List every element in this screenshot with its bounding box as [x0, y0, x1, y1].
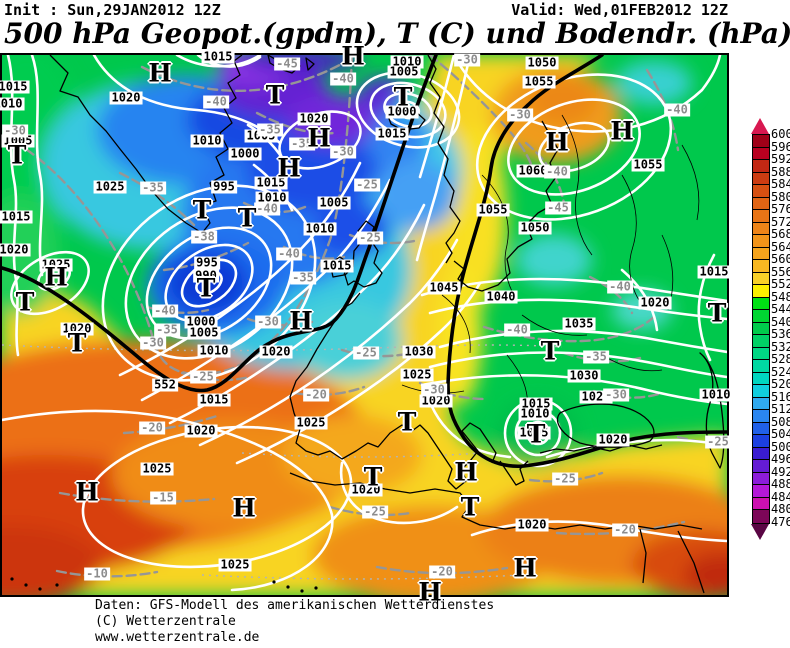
graticule	[2, 344, 563, 580]
legend-tick-label: 508	[771, 414, 790, 429]
legend-tick-label: 568	[771, 227, 790, 241]
legend-cell	[753, 372, 769, 385]
page-title: 500 hPa Geopot.(gpdm), T (C) und Bodendr…	[4, 17, 790, 50]
legend-cell	[753, 410, 769, 423]
legend-tick-label: 496	[771, 452, 790, 466]
map-frame	[0, 53, 729, 597]
legend-tick-label: 584	[771, 177, 790, 191]
legend-arrow-up-icon	[751, 118, 769, 134]
legend-cell	[753, 385, 769, 398]
legend-tick-label: 512	[771, 402, 790, 416]
legend-tick-label: 540	[771, 314, 790, 329]
legend-tick-label: 480	[771, 502, 790, 516]
legend-cell	[753, 297, 769, 310]
legend-cell	[753, 510, 769, 523]
legend-tick-label: 556	[771, 264, 790, 279]
legend-cell	[753, 210, 769, 223]
legend-cell	[753, 135, 769, 148]
legend-tick-label: 528	[771, 352, 790, 366]
legend-tick-label: 484	[771, 489, 790, 504]
legend-cell	[753, 172, 769, 185]
legend-cell	[753, 260, 769, 273]
legend-cells	[752, 134, 770, 524]
legend-tick-label: 548	[771, 289, 790, 304]
weather-map-svg	[2, 55, 727, 595]
color-field	[2, 55, 727, 595]
legend-tick-label: 476	[771, 514, 790, 529]
attribution-copyright: (C) Wetterzentrale	[95, 614, 236, 629]
legend-tick-label: 560	[771, 252, 790, 266]
legend-cell	[753, 185, 769, 198]
legend-tick-label: 592	[771, 152, 790, 166]
legend-cell	[753, 497, 769, 510]
legend-tick-label: 504	[771, 427, 790, 441]
attribution-source: Daten: GFS-Modell des amerikanischen Wet…	[95, 598, 495, 613]
legend-tick-label: 500	[771, 439, 790, 454]
legend-tick-label: 532	[771, 339, 790, 354]
valid-time-label: Valid: Wed,01FEB2012 12Z	[511, 1, 728, 19]
legend-cell	[753, 472, 769, 485]
legend-cell	[753, 285, 769, 298]
legend-cell	[753, 310, 769, 323]
legend-arrow-down-icon	[751, 523, 769, 540]
legend-cell	[753, 347, 769, 360]
legend-cell	[753, 485, 769, 498]
legend-cell	[753, 272, 769, 285]
legend-cell	[753, 322, 769, 335]
legend-cell	[753, 222, 769, 235]
attribution: Daten: GFS-Modell des amerikanischen Wet…	[95, 598, 494, 646]
legend-tick-label: 596	[771, 139, 790, 154]
legend-tick-label: 520	[771, 377, 790, 391]
legend-cell	[753, 460, 769, 473]
legend-cell	[753, 422, 769, 435]
thick-552-contour	[2, 55, 727, 469]
legend-cell	[753, 147, 769, 160]
legend-tick-label: 600	[771, 127, 790, 141]
legend-tick-label: 552	[771, 277, 790, 291]
legend-cell	[753, 197, 769, 210]
legend-cell	[753, 160, 769, 173]
legend-cell	[753, 235, 769, 248]
legend-cell	[753, 360, 769, 373]
legend-tick-label: 536	[771, 327, 790, 341]
legend-tick-label: 544	[771, 302, 790, 316]
legend-tick-label: 516	[771, 389, 790, 404]
legend-cell	[753, 397, 769, 410]
legend-tick-label: 564	[771, 239, 790, 254]
init-time-label: Init : Sun,29JAN2012 12Z	[4, 1, 221, 19]
legend-cell	[753, 447, 769, 460]
legend-tick-label: 580	[771, 189, 790, 204]
legend-tick-label: 488	[771, 477, 790, 491]
legend-tick-label: 492	[771, 464, 790, 479]
legend-tick-label: 588	[771, 164, 790, 179]
legend-tick-label: 572	[771, 214, 790, 229]
legend-cell	[753, 247, 769, 260]
legend-cell	[753, 335, 769, 348]
legend-cell	[753, 435, 769, 448]
legend-tick-label: 524	[771, 364, 790, 379]
attribution-url: www.wetterzentrale.de	[95, 630, 260, 645]
legend-tick-label: 576	[771, 202, 790, 216]
